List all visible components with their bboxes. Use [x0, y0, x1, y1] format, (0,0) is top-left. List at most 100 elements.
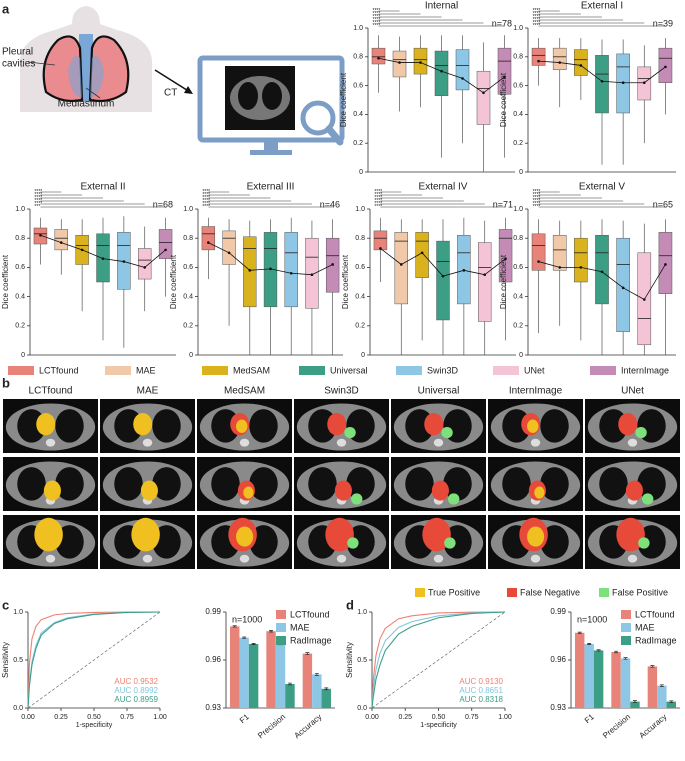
box: [498, 229, 513, 283]
bar: [620, 658, 631, 708]
true-positive: [527, 419, 539, 433]
bar: [630, 701, 640, 708]
y-tick-label: 0.6: [513, 82, 523, 89]
y-tick-label: 1.0: [355, 206, 365, 213]
panel-label: d: [346, 597, 354, 612]
mean-point: [642, 81, 646, 85]
y-tick-label: 0.2: [513, 323, 523, 330]
mean-point: [39, 233, 42, 237]
ct-spine: [530, 554, 541, 563]
y-tick-label: 0: [519, 169, 523, 176]
ct-image: [391, 457, 486, 511]
ct-lung: [249, 409, 278, 443]
y-tick-label: 0.6: [183, 264, 193, 271]
legend-swatch: [590, 366, 616, 375]
significance-label: ****: [533, 192, 541, 198]
ct-image: [100, 399, 195, 453]
true-positive: [534, 486, 545, 499]
y-axis-label: Dice coefficient: [339, 72, 348, 127]
ct-image: [3, 399, 98, 453]
y-tick-label: 0.4: [355, 293, 365, 300]
significance-label: ****: [533, 198, 541, 204]
legend-swatch: [507, 588, 517, 597]
ct-image: [100, 457, 195, 511]
ct-image: [585, 399, 680, 453]
y-tick-label: 0: [519, 352, 523, 359]
box: [455, 49, 470, 91]
y-tick-label: 0.0: [357, 705, 367, 712]
mean-point: [664, 65, 667, 69]
legend-swatch: [105, 366, 131, 375]
ct-image: [294, 399, 389, 453]
mean-point: [537, 260, 540, 263]
box: [552, 235, 567, 271]
ct-spine: [627, 554, 638, 563]
y-tick-label: 0.8: [15, 235, 25, 242]
box: [497, 47, 512, 95]
thorax-illustration: [20, 6, 193, 112]
column-label: Universal: [418, 386, 460, 397]
true-positive: [133, 413, 153, 436]
y-tick-label: 1.0: [513, 206, 523, 213]
y-tick-label: 1.0: [183, 206, 193, 213]
y-tick-label: 0.96: [205, 655, 221, 664]
y-tick-label: 0.8: [355, 235, 365, 242]
chart-title: External V: [579, 182, 625, 193]
y-tick-label: 0.4: [353, 111, 363, 118]
auc-label: AUC 0.8318: [459, 695, 503, 704]
bar: [275, 644, 286, 708]
ct-spine: [142, 554, 153, 563]
sample-size: n=39: [653, 18, 673, 28]
ct-spine: [45, 554, 56, 563]
mean-point: [440, 69, 443, 73]
significance-label: ****: [374, 195, 382, 201]
ct-image: [488, 399, 583, 453]
y-tick-label: 0.8: [513, 54, 523, 61]
y-tick-label: 0.4: [15, 293, 25, 300]
error-bar: [305, 652, 310, 655]
y-tick-label: 1.0: [13, 609, 23, 616]
box: [137, 248, 152, 280]
false-negative: [431, 480, 449, 501]
ct-lung: [308, 467, 337, 501]
ct-lung: [249, 467, 278, 501]
box: [371, 47, 386, 65]
error-bar: [650, 665, 655, 668]
bar: [312, 674, 322, 708]
bar: [248, 644, 259, 708]
box: [222, 230, 236, 265]
legend-label: MAE: [290, 622, 310, 632]
significance-label: ****: [202, 201, 210, 207]
y-tick-label: 0.99: [550, 607, 566, 616]
y-tick-label: 0: [361, 352, 365, 359]
sample-size: n=46: [320, 199, 340, 209]
y-tick-label: 0: [21, 352, 25, 359]
y-tick-label: 0.2: [513, 140, 523, 147]
y-tick-label: 0: [189, 352, 193, 359]
ct-image: [488, 457, 583, 511]
significance-label: ****: [374, 204, 382, 210]
y-tick-label: 0.2: [353, 140, 363, 147]
ct-lung: [55, 467, 84, 501]
sample-size: n=78: [492, 18, 512, 28]
legend-swatch: [621, 610, 631, 619]
y-tick-label: 0.96: [550, 655, 566, 664]
significance-label: ****: [533, 23, 541, 29]
box: [595, 55, 609, 114]
legend-label: False Positive: [612, 587, 668, 597]
significance-label: ****: [533, 195, 541, 201]
false-positive: [441, 427, 453, 439]
significance-label: ****: [533, 11, 541, 17]
roc-curve: [371, 611, 506, 709]
false-positive: [347, 537, 359, 549]
x-tick-label: Accuracy: [637, 712, 668, 740]
y-tick-label: 0.6: [353, 82, 363, 89]
bar: [229, 626, 240, 708]
y-tick-label: 0.6: [15, 264, 25, 271]
legend-label: Swin3D: [427, 365, 459, 375]
bar: [584, 644, 594, 708]
true-positive: [36, 413, 56, 436]
significance-label: ****: [374, 198, 382, 204]
legend-label: Universal: [330, 365, 368, 375]
error-bar: [614, 650, 619, 654]
